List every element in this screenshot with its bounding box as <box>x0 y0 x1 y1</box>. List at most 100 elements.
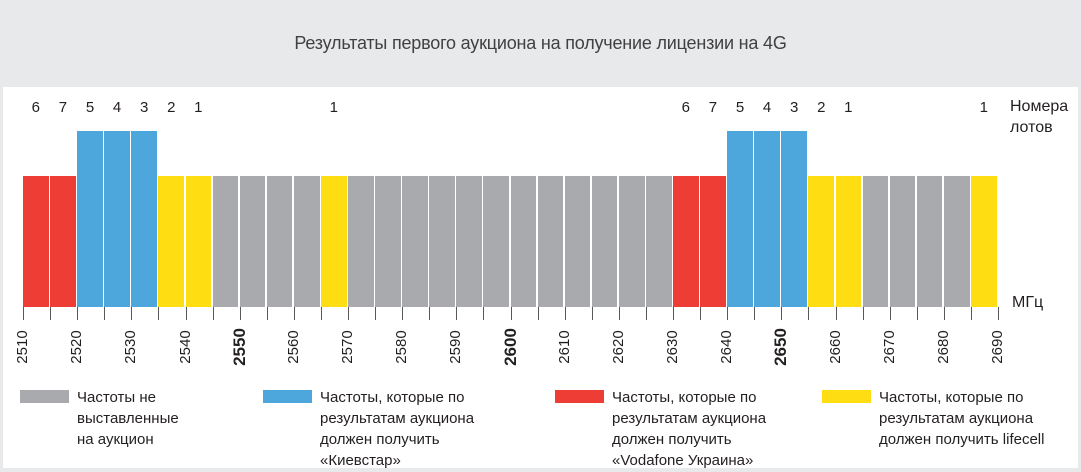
axis-tick-label-2680: 2680 <box>934 330 952 364</box>
frequency-bar-2605-2610 <box>537 176 564 307</box>
frequency-bar-2655-2660 <box>808 176 835 307</box>
axis-tick <box>564 307 566 320</box>
lot-number-label: 1 <box>329 99 338 116</box>
legend-item-kyivstar: Частоты, которые по результатам аукциона… <box>263 387 500 471</box>
axis-tick-label-2520: 2520 <box>68 330 86 364</box>
frequency-bar-2600-2605 <box>510 176 537 307</box>
axis-tick <box>537 307 539 320</box>
lot-number-label: 2 <box>167 99 176 116</box>
frequency-bar-2670-2675 <box>889 176 916 307</box>
axis-tick <box>50 307 52 320</box>
frequency-bar-2520-2525 <box>77 131 103 307</box>
axis-tick <box>293 307 295 320</box>
frequency-bar-2545-2550 <box>212 176 239 307</box>
axis-tick <box>673 307 674 320</box>
frequency-bar-2680-2685 <box>943 176 970 307</box>
lot-number-label: 1 <box>844 99 853 116</box>
axis-tick <box>77 307 79 320</box>
axis-tick <box>645 307 647 320</box>
frequency-bar-2615-2620 <box>591 176 618 307</box>
frequency-bar-2515-2520 <box>50 176 76 307</box>
legend-item-vodafone: Частоты, которые по результатам аукциона… <box>555 387 792 471</box>
axis-tick-label-2570: 2570 <box>339 330 356 364</box>
axis-tick <box>320 307 322 320</box>
axis-tick-label-2620: 2620 <box>609 330 627 364</box>
frequency-bar-2645-2650 <box>754 131 780 307</box>
axis-tick <box>862 307 864 320</box>
frequency-bar-2525-2530 <box>104 131 130 307</box>
axis-tick-label-2560: 2560 <box>284 330 302 364</box>
frequency-bar-2570-2575 <box>348 176 374 307</box>
axis-tick <box>212 307 214 320</box>
axis-tick <box>456 307 458 320</box>
lifecell-swatch-icon <box>822 390 871 403</box>
frequency-bar-2635-2640 <box>700 176 726 307</box>
axis-tick <box>835 307 837 320</box>
axis-tick <box>158 307 160 320</box>
frequency-bar-2530-2535 <box>131 131 157 307</box>
frequency-bar-2685-2690 <box>970 176 997 307</box>
axis-tick <box>754 307 756 320</box>
axis-tick <box>916 307 918 320</box>
lot-number-label: 2 <box>817 99 826 116</box>
frequency-bar-2540-2545 <box>185 176 212 307</box>
frequency-bar-2565-2570 <box>320 176 347 307</box>
vodafone-swatch-icon <box>555 390 604 403</box>
lot-axis-label: Номера лотов <box>1010 98 1069 136</box>
axis-tick-label-2530: 2530 <box>122 330 140 364</box>
axis-tick <box>700 307 702 320</box>
axis-tick-label-2580: 2580 <box>393 330 411 364</box>
frequency-bar-2640-2645 <box>727 131 753 307</box>
lot-number-label: 5 <box>85 99 95 116</box>
axis-tick <box>591 307 593 320</box>
lot-number-label: 4 <box>762 99 772 116</box>
lot-number-label: 3 <box>790 99 799 116</box>
legend-label-vodafone: Частоты, которые по результатам аукциона… <box>612 389 767 469</box>
unsold-swatch-icon <box>20 390 69 403</box>
axis-tick-label-2650: 2650 <box>771 328 791 366</box>
frequency-bar-2535-2540 <box>158 176 185 307</box>
axis-tick-label-2550: 2550 <box>229 328 249 366</box>
axis-tick <box>727 307 729 320</box>
chart-title: Результаты первого аукциона на получение… <box>294 33 787 53</box>
lot-number-label: 7 <box>708 99 718 116</box>
axis-tick-label-2630: 2630 <box>664 330 681 364</box>
header-band: Результаты первого аукциона на получение… <box>0 0 1081 87</box>
lot-number-label: 1 <box>979 99 988 116</box>
lot-number-label: 6 <box>681 99 690 116</box>
frequency-bar-2510-2515 <box>23 176 49 307</box>
axis-tick-label-2510: 2510 <box>14 330 31 364</box>
axis-tick <box>970 307 972 320</box>
legend-label-unsold: Частоты не выставленные на аукцион <box>77 389 179 448</box>
frequency-bar-2660-2665 <box>835 176 862 307</box>
frequency-bar-2575-2580 <box>375 176 401 307</box>
legend-item-lifecell: Частоты, которые по результатам аукциона… <box>822 387 1059 450</box>
lot-number-label: 1 <box>194 99 203 116</box>
frequency-bar-2675-2680 <box>916 176 943 307</box>
axis-tick <box>889 307 891 320</box>
axis-tick-label-2600: 2600 <box>500 328 520 366</box>
axis-tick <box>185 307 187 320</box>
legend-label-lifecell: Частоты, которые по результатам аукциона… <box>879 389 1045 448</box>
axis-tick <box>239 307 241 320</box>
lot-number-label: 3 <box>140 99 149 116</box>
frequency-bar-2620-2625 <box>618 176 645 307</box>
axis-tick-label-2670: 2670 <box>880 330 898 364</box>
axis-tick <box>429 307 431 320</box>
lot-number-label: 7 <box>58 99 68 116</box>
x-axis-unit-label: МГц <box>1012 294 1044 311</box>
frequency-bar-2560-2565 <box>293 176 320 307</box>
legend-label-kyivstar: Частоты, которые по результатам аукциона… <box>320 389 475 469</box>
axis-tick <box>510 307 512 320</box>
frequency-bar-2585-2590 <box>429 176 455 307</box>
axis-tick <box>348 307 349 320</box>
axis-tick-label-2640: 2640 <box>718 330 736 364</box>
frequency-bar-2590-2595 <box>456 176 482 307</box>
legend-item-unsold: Частоты не выставленные на аукцион <box>20 387 197 450</box>
axis-tick <box>266 307 268 320</box>
axis-tick-label-2590: 2590 <box>447 330 465 364</box>
lot-number-label: 5 <box>735 99 745 116</box>
axis-tick <box>104 307 106 320</box>
frequency-bar-2665-2670 <box>862 176 889 307</box>
axis-tick <box>483 307 485 320</box>
